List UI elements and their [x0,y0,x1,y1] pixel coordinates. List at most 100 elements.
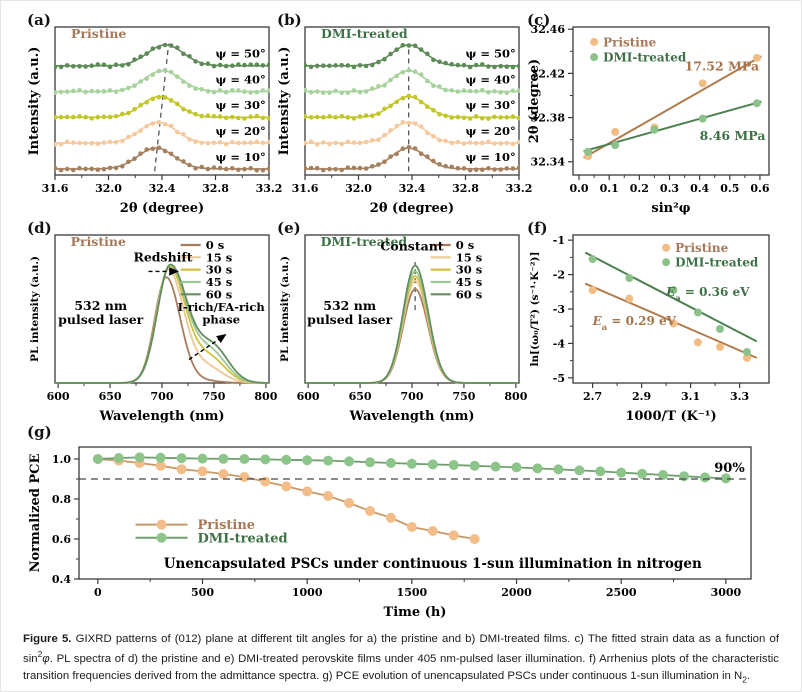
data-point [95,141,101,146]
xrd-curve [304,93,520,121]
data-point [339,63,344,68]
data-point [752,99,761,108]
row-2: (d) 600 650 700 750 800 Wavelength (nm) PL int… [27,217,779,425]
data-point [669,286,678,295]
panel-grid: (a) 31.6 32.0 32.4 32.8 33.2 2θ (degree) Inten… [27,9,779,625]
y-tick-label: 0.4 [52,573,71,586]
data-point [406,120,412,126]
data-point [260,88,266,93]
data-point [242,140,247,146]
data-point [699,472,710,483]
data-point [553,464,564,475]
y-tick-label: -5 [553,372,565,385]
data-point [205,88,211,94]
data-point [254,62,260,67]
data-point [449,164,454,170]
data-point [239,472,250,482]
panel-f: (f) 2.7 2.9 3.1 3.3 -1 -2 -3 -4 -5 1000/T (K⁻¹) ln… [527,217,777,425]
data-point [138,128,143,134]
data-point [107,64,113,70]
annotation: 90% [714,461,745,476]
data-point [323,455,334,466]
data-point [132,57,137,62]
data-point [425,51,430,57]
data-point [193,111,198,117]
x-tick-label: 33.2 [506,182,533,195]
data-point [162,42,168,48]
data-point [156,45,162,50]
data-point [64,166,70,172]
data-point [351,116,357,121]
data-point [113,89,119,95]
legend-label: DMI-treated [675,256,759,270]
y-axis-label: Intensity (a.u.) [277,47,292,156]
data-point [443,87,448,93]
xrd-curve [304,43,520,70]
data-point [302,486,313,497]
data-point [516,165,520,170]
data-point [95,167,101,172]
data-point [217,114,223,119]
data-point [314,114,320,120]
data-point [113,140,119,145]
data-point [511,462,522,473]
data-point [132,83,137,88]
data-point [327,63,332,69]
panel-title: Pristine [71,26,126,41]
data-point [595,466,606,477]
data-point [376,84,381,89]
data-point [376,137,381,143]
data-point [443,60,448,66]
data-point [230,88,235,93]
data-point [327,114,332,119]
data-point [54,166,58,171]
data-point [345,115,351,120]
data-point [480,167,485,172]
axes: 0 500 1000 1500 2000 2500 3000 0.4 0.6 0.8 1.0 Time… [28,446,752,620]
chart-strain-fit: 0.0 0.1 0.2 0.3 0.4 0.5 0.6 32.34 32.38 32.42 32.4… [527,23,770,216]
xrd-curve [54,94,270,121]
data-point [333,115,338,120]
panel-c: (c) 0.0 0.1 0.2 0.3 0.4 0.5 0.6 32.34 32.38 32.42… [527,9,777,217]
data-point [54,90,58,95]
data-point [58,167,64,173]
legend-label: 0 s [456,238,474,252]
data-point [588,255,597,264]
pl-curve [305,264,519,384]
y-tick-label: -3 [553,303,565,316]
data-point [339,167,344,173]
pce-series [92,452,731,484]
data-point [266,139,270,145]
data-point [461,115,467,121]
caption-segment: GIXRD patterns of (012) plane at differe… [23,633,779,665]
data-point [504,64,510,69]
data-point [467,140,473,145]
data-point [54,64,58,70]
data-point [217,165,223,171]
panel-letter-d: (d) [27,219,52,237]
data-point [437,59,442,65]
data-point [54,142,58,147]
data-point [254,167,260,173]
data-point [473,62,479,68]
legend-swatch [590,53,599,62]
data-point [473,167,479,172]
data-point [394,151,399,157]
data-point [113,165,119,171]
legend-swatch [662,258,671,267]
data-point [504,166,510,171]
legend-label: 60 s [456,287,482,301]
data-point [333,63,338,68]
data-point [113,62,119,67]
row-1: (a) 31.6 32.0 32.4 32.8 33.2 2θ (degree) Inten… [27,9,779,217]
panel-letter-f: (f) [527,219,548,237]
panel-title: DMI-treated [321,26,408,41]
data-point [480,140,485,146]
data-point [344,498,355,508]
data-point [58,114,64,120]
y-axis-label: PL intensity (a.u.) [29,256,41,362]
data-point [425,78,430,84]
data-point [498,115,503,120]
x-tick-label: 700 [401,390,424,403]
annotation: Ea = 0.29 eV [592,314,677,332]
